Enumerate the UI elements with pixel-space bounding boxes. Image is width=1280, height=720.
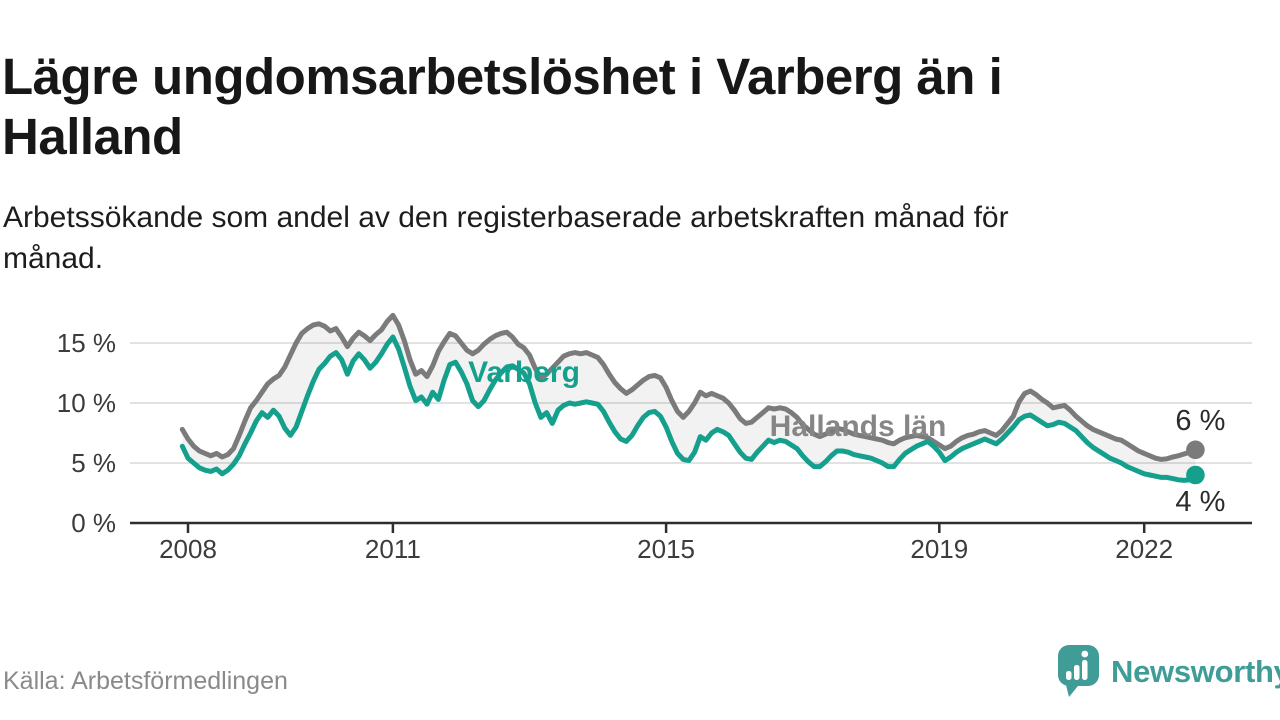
x-tick-label: 2011 (364, 534, 421, 564)
end-value-label-halland: 6 % (1175, 404, 1226, 437)
newsworthy-logo: Newsworthy (1058, 645, 1280, 698)
newsworthy-logo-icon (1058, 645, 1099, 697)
y-tick-label: 15 % (56, 328, 116, 358)
x-tick-label: 2008 (159, 534, 217, 564)
newsworthy-logo-text: Newsworthy (1111, 653, 1280, 689)
series-label-varberg: Varberg (468, 356, 580, 389)
x-tick-label: 2019 (910, 534, 969, 564)
title-line-2: Halland (2, 108, 183, 166)
subtitle-line-2: månad. (3, 242, 104, 275)
page-subtitle: Arbetssökande som andel av den registerb… (3, 197, 1203, 279)
x-tick-label: 2015 (637, 534, 696, 564)
subtitle-line-1: Arbetssökande som andel av den registerb… (3, 201, 1009, 234)
end-value-label-varberg: 4 % (1175, 486, 1226, 518)
y-tick-label: 10 % (56, 388, 116, 418)
y-tick-label: 0 % (71, 508, 116, 538)
page-title: Lägre ungdomsarbetslöshet i Varberg än i… (2, 47, 1172, 167)
y-tick-label: 5 % (71, 448, 116, 478)
source-credit: Källa: Arbetsförmedlingen (3, 667, 288, 695)
title-line-1: Lägre ungdomsarbetslöshet i Varberg än i (2, 48, 1003, 106)
x-tick-label: 2022 (1115, 534, 1174, 564)
series-label-hallands-lan: Hallands län (769, 410, 947, 443)
